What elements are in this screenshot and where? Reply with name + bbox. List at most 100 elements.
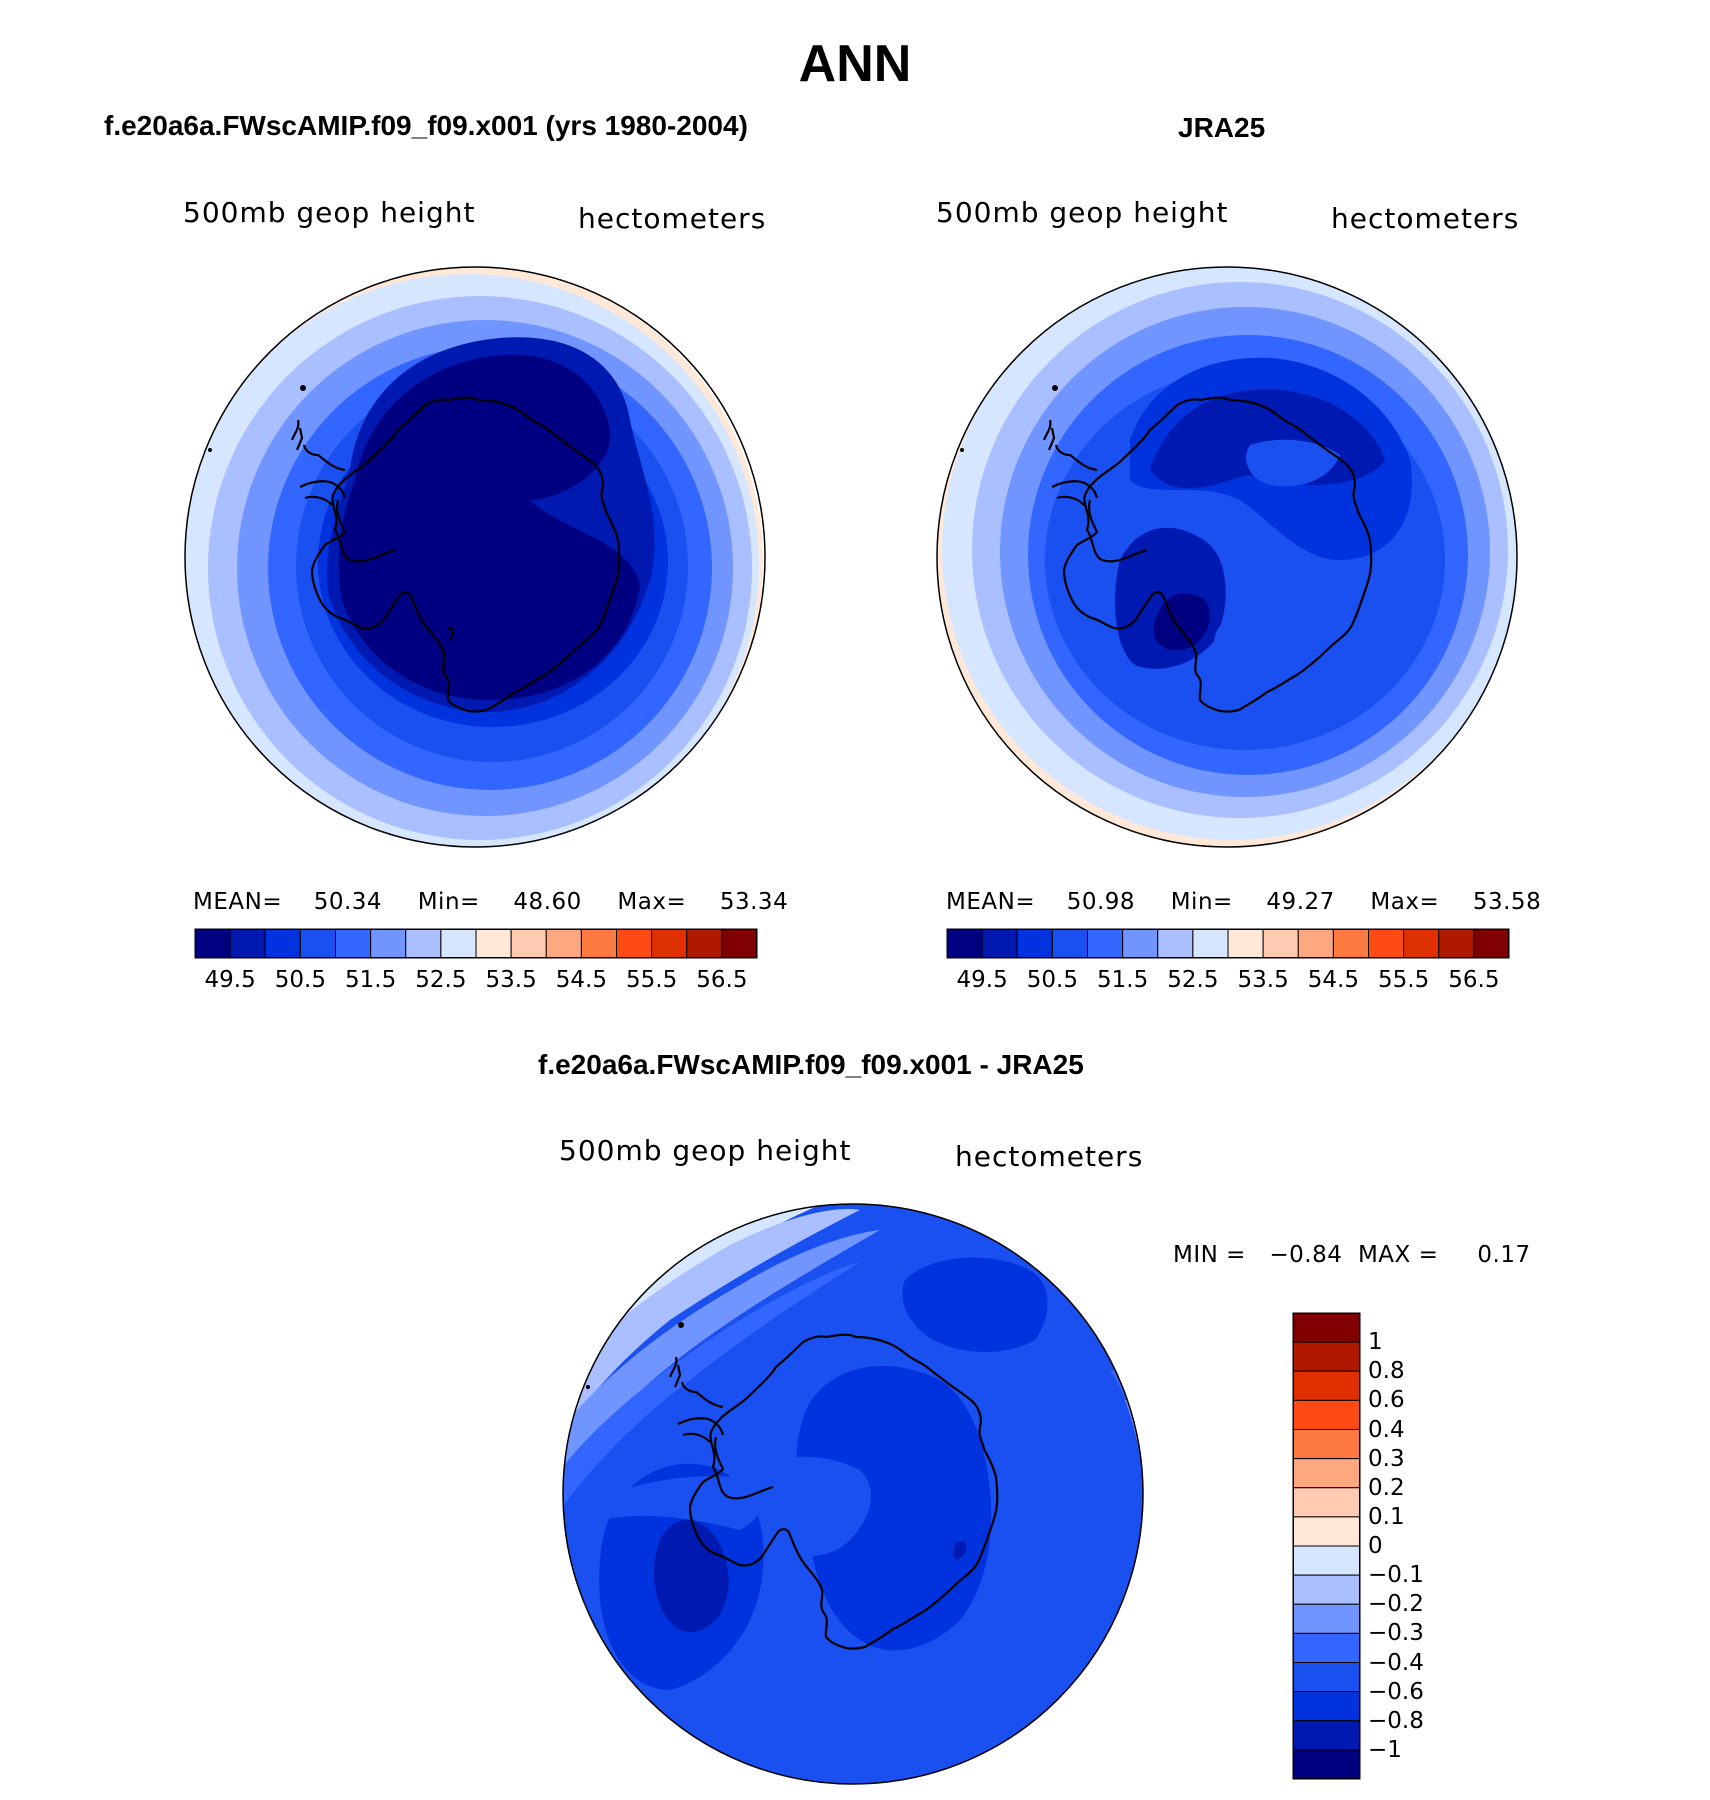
- obs-stats: MEAN= 50.98 Min= 49.27 Max= 53.58: [946, 889, 1541, 915]
- obs-island-dot: [1052, 385, 1058, 391]
- diff-feature-10: [796, 1366, 992, 1651]
- diff-colorbar-tick-label: 0.3: [1368, 1445, 1405, 1472]
- obs-units-label: hectometers: [1331, 202, 1520, 235]
- model-island-dot-2: [208, 448, 212, 452]
- diff-colorbar-tick-label: −0.3: [1368, 1620, 1424, 1647]
- obs-island-dot-2: [960, 448, 964, 452]
- diff-colorbar-tick-label: 0.8: [1368, 1358, 1405, 1385]
- model-colorbar-tick-label: 49.5: [204, 967, 256, 993]
- model-colorbar-tick-label: 52.5: [415, 967, 467, 993]
- model-max-value: 53.34: [719, 889, 789, 915]
- diff-colorbar-tick-label: −1: [1368, 1736, 1402, 1763]
- diff-colorbar-cell: [1292, 1516, 1361, 1547]
- diff-colorbar-tick-label: 0.1: [1368, 1503, 1405, 1530]
- diff-colorbar-cell: [1292, 1603, 1361, 1634]
- diff-panel-title: f.e20a6a.FWscAMIP.f09_f09.x001 - JRA25: [538, 1049, 1084, 1080]
- diff-colorbar-tick-label: 0.6: [1368, 1387, 1405, 1414]
- diff-feature-2: [563, 1209, 860, 1440]
- obs-colorbar-tick-label: 49.5: [956, 967, 1008, 993]
- diff-colorbar-cell: [1292, 1545, 1361, 1576]
- model-mean-label: MEAN=: [193, 889, 283, 915]
- obs-panel-title: JRA25: [1178, 112, 1266, 143]
- model-coastline: [290, 396, 621, 713]
- diff-colorbar-cell: [1292, 1341, 1361, 1372]
- diff-colorbar-cell: [1292, 1574, 1361, 1605]
- model-map-border: [184, 266, 766, 848]
- model-min-label: Min=: [417, 889, 480, 915]
- diff-feature-11: [756, 1456, 871, 1556]
- obs-coastline: [1042, 396, 1373, 713]
- model-units-label: hectometers: [578, 202, 767, 235]
- diff-colorbar-tick-label: 0.4: [1368, 1416, 1405, 1443]
- model-colorbar-tick-label: 54.5: [555, 967, 607, 993]
- diff-colorbar-cell: [1292, 1429, 1361, 1460]
- model-colorbar-tick-label: 50.5: [274, 967, 326, 993]
- diff-feature-12: [953, 1540, 967, 1560]
- diff-colorbar-cell: [1292, 1399, 1361, 1431]
- diff-colorbar-cell: [1292, 1458, 1361, 1489]
- diff-colorbar-tick-label: 0: [1368, 1533, 1383, 1559]
- model-colorbar-cell: [545, 928, 582, 959]
- diff-feature-9: [902, 1257, 1048, 1352]
- obs-colorbar-tick-label: 56.5: [1448, 967, 1500, 993]
- obs-colorbar-tick-label: 50.5: [1026, 967, 1078, 993]
- obs-colorbar-tick-label: 54.5: [1307, 967, 1359, 993]
- model-colorbar-tick-label: 53.5: [485, 967, 537, 993]
- obs-map-border: [936, 266, 1518, 848]
- diff-minmax: MIN = −0.84 MAX = 0.17: [1173, 1242, 1531, 1268]
- diff-map-border: [562, 1203, 1144, 1785]
- model-colorbar-cell: [405, 928, 442, 959]
- model-max-label: Max=: [617, 889, 687, 915]
- model-colorbar-cell: [651, 928, 688, 959]
- diff-colorbar-cell: [1292, 1691, 1361, 1722]
- diff-colorbar: [1292, 1312, 1361, 1780]
- diff-colorbar-cell: [1292, 1370, 1361, 1401]
- diff-colorbar-tick-label: −0.1: [1368, 1562, 1424, 1589]
- obs-colorbar-cell: [1157, 928, 1194, 959]
- diff-feature-8: [654, 1519, 729, 1633]
- obs-min-value: 49.27: [1266, 889, 1335, 915]
- obs-colorbar-cell: [1087, 928, 1124, 959]
- model-colorbar-cell: [299, 928, 337, 959]
- diff-colorbar-tick-label: 0.2: [1368, 1474, 1405, 1501]
- obs-colorbar-tick-label: 51.5: [1097, 967, 1149, 993]
- obs-max-value: 53.58: [1472, 889, 1542, 915]
- diff-feature-13: [600, 1476, 764, 1530]
- diff-colorbar-cell: [1292, 1662, 1361, 1693]
- model-colorbar-tick-label: 51.5: [345, 967, 397, 993]
- obs-colorbar-cell: [1192, 928, 1229, 959]
- diff-variable-label: 500mb geop height: [559, 1134, 852, 1167]
- obs-mean-label: MEAN=: [946, 889, 1036, 915]
- diff-colorbar-cell: [1292, 1487, 1361, 1518]
- model-colorbar-cell: [370, 928, 407, 959]
- obs-colorbar-cell: [1016, 928, 1053, 959]
- diff-colorbar-cell: [1292, 1720, 1361, 1751]
- model-stats: MEAN= 50.34 Min= 48.60 Max= 53.34: [193, 889, 788, 915]
- diff-units-label: hectometers: [955, 1140, 1144, 1173]
- obs-variable-label: 500mb geop height: [936, 196, 1229, 229]
- model-colorbar: [194, 928, 758, 959]
- diff-colorbar-cell: [1292, 1632, 1361, 1664]
- model-colorbar-tick-label: 55.5: [626, 967, 678, 993]
- obs-colorbar-tick-label: 55.5: [1378, 967, 1430, 993]
- obs-max-label: Max=: [1370, 889, 1440, 915]
- diff-colorbar-cell: [1292, 1749, 1361, 1780]
- obs-interior-1: [1246, 439, 1340, 487]
- figure-title: ANN: [798, 35, 912, 93]
- model-island-dot: [300, 385, 306, 391]
- diff-colorbar-tick-label: −0.4: [1368, 1649, 1424, 1676]
- diff-coastline: [668, 1333, 999, 1650]
- diff-colorbar-cell: [1292, 1312, 1361, 1343]
- obs-colorbar-tick-label: 53.5: [1237, 967, 1289, 993]
- model-panel-title: f.e20a6a.FWscAMIP.f09_f09.x001 (yrs 1980…: [104, 110, 748, 141]
- obs-min-label: Min=: [1170, 889, 1233, 915]
- model-colorbar-cell: [721, 928, 758, 959]
- diff-colorbar-tick-label: 1: [1368, 1329, 1383, 1356]
- model-min-value: 48.60: [513, 889, 582, 915]
- model-mean-value: 50.34: [313, 889, 383, 915]
- model-colorbar-tick-label: 56.5: [696, 967, 748, 993]
- model-colorbar-cell: [510, 928, 547, 959]
